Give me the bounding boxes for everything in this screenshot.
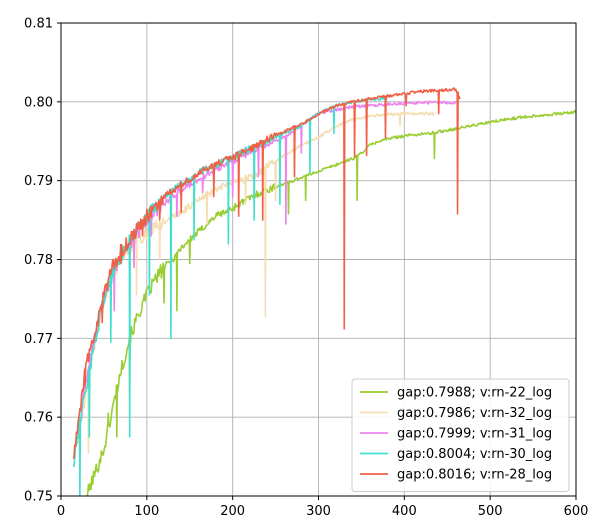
y-tick-label: 0.80 (24, 95, 53, 110)
y-tick-label: 0.79 (24, 174, 53, 189)
y-axis: 0.75 0.76 0.77 0.78 0.79 0.80 0.81 (24, 17, 61, 505)
legend-label: gap:0.7999; v:rn-31_log (397, 427, 552, 442)
series-layer (73, 87, 576, 496)
series-line-4 (73, 87, 461, 460)
legend-label: gap:0.8016; v:rn-28_log (397, 468, 552, 483)
x-tick-label: 200 (220, 504, 245, 519)
x-tick-label: 0 (57, 504, 65, 519)
y-tick-label: 0.77 (24, 332, 53, 347)
legend-box (351, 378, 570, 492)
legend-label: gap:0.7988; v:rn-22_log (397, 386, 552, 401)
legend: gap:0.7988; v:rn-22_log gap:0.7986; v:rn-… (351, 378, 570, 492)
y-tick-label: 0.76 (24, 411, 53, 426)
legend-label: gap:0.8004; v:rn-30_log (397, 447, 552, 462)
x-tick-label: 500 (478, 504, 503, 519)
x-tick-label: 300 (306, 504, 331, 519)
series-line-0 (86, 110, 576, 496)
x-axis: 0 100 200 300 400 500 600 (57, 496, 589, 519)
x-tick-label: 400 (392, 504, 417, 519)
y-tick-label: 0.78 (24, 253, 53, 268)
x-tick-label: 100 (134, 504, 159, 519)
x-tick-label: 600 (564, 504, 589, 519)
y-tick-label: 0.81 (24, 17, 53, 32)
legend-label: gap:0.7986; v:rn-32_log (397, 406, 552, 421)
y-tick-label: 0.75 (24, 490, 53, 505)
